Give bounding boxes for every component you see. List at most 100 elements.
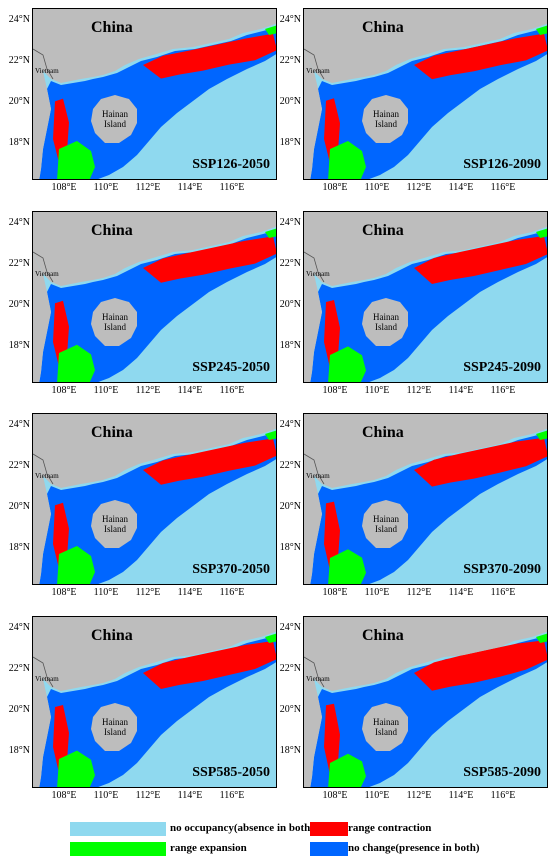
lat-tick-label: 24°N [279, 622, 301, 633]
lat-tick-label: 24°N [8, 622, 30, 633]
map-panel-ssp585-2050: China Vietnam Hainan Island SSP585-2050 [32, 616, 277, 788]
map-panel-ssp370-2050: China Vietnam Hainan Island SSP370-2050 [32, 413, 277, 585]
range-contraction-region [324, 236, 547, 368]
lat-tick-label: 20°N [279, 704, 301, 715]
vietnam-label: Vietnam [306, 472, 330, 480]
lon-tick-label: 108°E [51, 587, 77, 598]
land-china [33, 9, 276, 83]
lon-tick-label: 108°E [322, 587, 348, 598]
china-label: China [362, 627, 404, 644]
range-contraction-region [324, 640, 547, 775]
range-expansion-region [328, 430, 547, 584]
lat-tick-label: 18°N [8, 745, 30, 756]
border-line [304, 656, 325, 688]
land-vietnam [33, 252, 51, 382]
lon-tick-label: 114°E [448, 790, 474, 801]
map-svg [33, 9, 276, 179]
lat-tick-label: 24°N [8, 419, 30, 430]
lat-tick-label: 20°N [8, 299, 30, 310]
lon-tick-label: 108°E [322, 385, 348, 396]
hainan-label-line1: Hainan [102, 514, 128, 524]
map-panel-ssp245-2090: China Vietnam Hainan Island SSP245-2090 [303, 211, 548, 383]
lat-tick-label: 18°N [279, 137, 301, 148]
hainan-label: Hainan Island [95, 312, 135, 332]
lon-tick-label: 108°E [322, 182, 348, 193]
hainan-label: Hainan Island [95, 109, 135, 129]
lat-tick-label: 22°N [279, 460, 301, 471]
range-contraction-region [53, 33, 276, 163]
border-line [304, 48, 325, 80]
lat-tick-label: 18°N [279, 340, 301, 351]
legend-label-range-expansion: range expansion [170, 842, 247, 854]
border-line [33, 453, 54, 485]
land-hainan [91, 703, 137, 751]
china-label: China [362, 19, 404, 36]
map-panel-ssp585-2090: China Vietnam Hainan Island SSP585-2090 [303, 616, 548, 788]
map-svg [304, 414, 547, 584]
lon-tick-label: 112°E [406, 587, 432, 598]
land-vietnam [33, 657, 51, 787]
lat-tick-label: 22°N [279, 258, 301, 269]
scenario-label: SSP245-2090 [463, 360, 541, 375]
hainan-label-line2: Island [104, 322, 126, 332]
land-hainan [362, 500, 408, 548]
lat-tick-label: 18°N [8, 137, 30, 148]
map-svg [33, 414, 276, 584]
hainan-label-line1: Hainan [373, 514, 399, 524]
border-line [33, 251, 54, 283]
map-svg [304, 212, 547, 382]
hainan-label-line1: Hainan [102, 717, 128, 727]
lon-tick-label: 116°E [219, 182, 245, 193]
range-contraction-region [53, 236, 276, 367]
border-line [304, 251, 325, 283]
lon-tick-label: 112°E [406, 790, 432, 801]
range-expansion-region [57, 228, 276, 382]
legend-swatch-no-occupancy [70, 822, 166, 836]
land-hainan [91, 500, 137, 548]
map-panel-ssp370-2090: China Vietnam Hainan Island SSP370-2090 [303, 413, 548, 585]
range-contraction-region [53, 438, 276, 569]
lat-tick-label: 24°N [279, 14, 301, 25]
lat-tick-label: 20°N [8, 96, 30, 107]
lon-tick-label: 108°E [322, 790, 348, 801]
hainan-label-line1: Hainan [102, 109, 128, 119]
china-label: China [91, 19, 133, 36]
land-hainan [362, 703, 408, 751]
hainan-label-line1: Hainan [373, 717, 399, 727]
legend-swatch-range-expansion [70, 842, 166, 856]
lon-tick-label: 110°E [93, 790, 119, 801]
hainan-label: Hainan Island [366, 109, 406, 129]
hainan-label-line2: Island [104, 727, 126, 737]
lon-tick-label: 110°E [364, 790, 390, 801]
hainan-label-line2: Island [104, 119, 126, 129]
scenario-label: SSP585-2090 [463, 765, 541, 780]
lon-tick-label: 116°E [219, 790, 245, 801]
land-vietnam [304, 252, 322, 382]
lat-tick-label: 24°N [8, 217, 30, 228]
lon-tick-label: 116°E [490, 385, 516, 396]
china-label: China [362, 424, 404, 441]
vietnam-label: Vietnam [35, 270, 59, 278]
lat-tick-label: 18°N [8, 542, 30, 553]
lon-tick-label: 114°E [177, 182, 203, 193]
hainan-label-line2: Island [375, 727, 397, 737]
lon-tick-label: 116°E [490, 587, 516, 598]
land-china [304, 414, 547, 488]
lon-tick-label: 110°E [364, 182, 390, 193]
china-label: China [362, 222, 404, 239]
lon-tick-label: 114°E [448, 587, 474, 598]
lat-tick-label: 20°N [279, 299, 301, 310]
lat-tick-label: 24°N [8, 14, 30, 25]
lon-tick-label: 114°E [448, 385, 474, 396]
lat-tick-label: 22°N [8, 55, 30, 66]
land-hainan [91, 298, 137, 346]
lon-tick-label: 116°E [490, 790, 516, 801]
vietnam-label: Vietnam [306, 67, 330, 75]
scenario-label: SSP370-2050 [192, 562, 270, 577]
lon-tick-label: 108°E [51, 385, 77, 396]
lon-tick-label: 112°E [135, 182, 161, 193]
hainan-label-line2: Island [375, 119, 397, 129]
land-china [33, 617, 276, 691]
land-vietnam [304, 657, 322, 787]
lat-tick-label: 22°N [8, 258, 30, 269]
